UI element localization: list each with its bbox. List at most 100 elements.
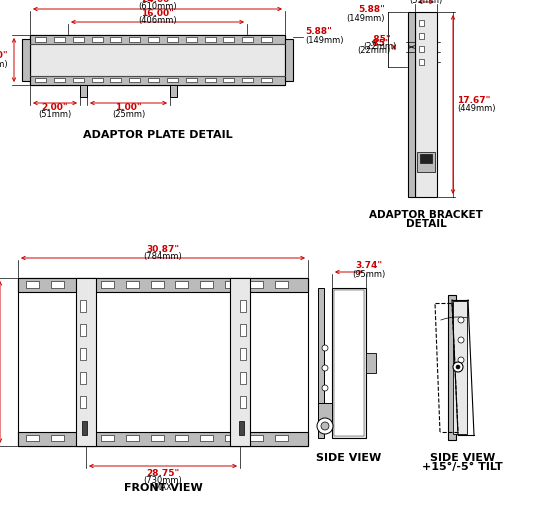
Bar [419,20,424,26]
Bar [201,435,213,441]
Bar [110,78,121,82]
Circle shape [322,385,328,391]
Text: 3.74": 3.74" [355,262,383,270]
Circle shape [317,418,333,434]
Text: (22mm): (22mm) [363,43,397,51]
Bar [275,281,288,288]
Circle shape [322,365,328,371]
Text: 1.00": 1.00" [115,103,142,113]
Text: 30.87": 30.87" [146,245,179,253]
Bar [54,78,65,82]
Text: .85": .85" [369,39,390,47]
Bar [148,37,159,42]
Text: (149mm): (149mm) [305,36,344,46]
Bar [82,421,87,435]
Text: MAX: MAX [154,483,172,491]
Text: .85": .85" [370,34,390,44]
Bar [18,278,308,446]
Bar [91,37,102,42]
Text: SIDE VIEW: SIDE VIEW [430,453,495,463]
Bar [223,37,234,42]
Bar [448,295,456,440]
Bar [51,435,64,441]
Text: 17.67": 17.67" [457,96,490,105]
Bar [318,288,324,438]
Bar [201,281,213,288]
Bar [408,12,415,197]
Bar [129,37,140,42]
Bar [175,281,188,288]
Bar [419,33,424,39]
Bar [91,78,102,82]
Bar [240,348,246,360]
Bar [76,281,89,288]
Bar [240,300,246,312]
Bar [73,37,84,42]
Bar [453,301,467,434]
Circle shape [322,345,328,351]
Bar [18,278,308,292]
Text: (730mm): (730mm) [144,475,182,485]
Bar [186,78,197,82]
Bar [223,78,234,82]
Text: 16.00": 16.00" [141,9,174,19]
Bar [30,35,285,85]
Text: (203mm): (203mm) [0,60,8,68]
Text: 24.00": 24.00" [141,0,174,5]
Bar [366,353,376,373]
Bar [225,435,238,441]
Bar [80,348,86,360]
Bar [419,46,424,52]
Bar [230,278,250,446]
Bar [51,281,64,288]
Bar [225,281,238,288]
Text: (784mm): (784mm) [144,251,182,261]
Bar [240,324,246,336]
Bar [242,37,253,42]
Bar [204,37,216,42]
Bar [285,39,293,81]
Bar [126,435,139,441]
Bar [76,435,89,441]
Bar [250,281,263,288]
Bar [101,281,114,288]
Bar [148,78,159,82]
Bar [170,85,177,97]
Bar [334,290,364,436]
Bar [54,37,65,42]
Bar [76,278,96,446]
Bar [239,421,244,435]
Text: 5.88": 5.88" [305,28,332,36]
Bar [175,435,188,441]
Text: (95mm): (95mm) [353,269,385,279]
Bar [35,37,46,42]
Bar [261,78,272,82]
Circle shape [456,365,460,369]
Text: (51mm): (51mm) [409,0,443,6]
Bar [167,37,178,42]
Bar [240,396,246,408]
Bar [204,78,216,82]
Text: 8.00": 8.00" [0,51,8,61]
Bar [80,324,86,336]
Text: (406mm): (406mm) [138,16,177,26]
Text: (22mm): (22mm) [356,46,390,56]
Bar [242,78,253,82]
Bar [110,37,121,42]
Text: ADAPTOR BRACKET: ADAPTOR BRACKET [369,210,483,220]
Bar [150,281,164,288]
Text: +15°/-5° TILT: +15°/-5° TILT [422,462,503,472]
Text: DETAIL: DETAIL [405,219,446,229]
Bar [80,372,86,384]
Text: SIDE VIEW: SIDE VIEW [316,453,382,463]
Text: (449mm): (449mm) [457,104,496,113]
Bar [186,37,197,42]
Bar [101,435,114,441]
Bar [30,76,285,85]
Circle shape [321,422,329,430]
Text: (610mm): (610mm) [138,3,177,11]
Text: FRONT VIEW: FRONT VIEW [124,483,202,493]
Circle shape [453,362,463,372]
Text: 5.88": 5.88" [358,6,385,14]
Circle shape [458,317,464,323]
